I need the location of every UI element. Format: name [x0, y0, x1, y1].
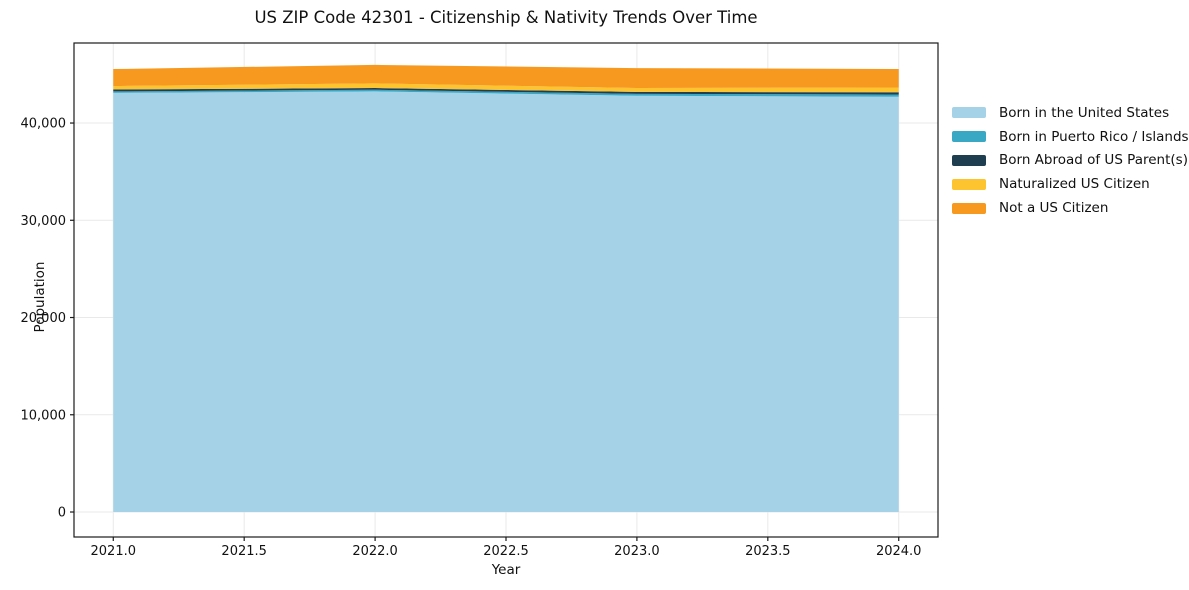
legend-label: Born in the United States: [999, 104, 1170, 121]
legend-item: Born in Puerto Rico / Islands: [952, 125, 1189, 149]
legend-swatch: [952, 154, 986, 166]
legend-item: Born in the United States: [952, 101, 1189, 125]
area-born-in-the-united-states: [113, 91, 899, 513]
y-tick-label: 0: [58, 506, 66, 521]
legend-label: Not a US Citizen: [999, 200, 1109, 217]
legend-swatch: [952, 131, 986, 143]
legend-item: Born Abroad of US Parent(s): [952, 149, 1189, 173]
x-tick-label: 2022.0: [352, 544, 398, 559]
stacked-areas: [113, 64, 899, 513]
legend-label: Born in Puerto Rico / Islands: [999, 128, 1189, 145]
y-axis-label: Population: [32, 261, 48, 333]
legend: Born in the United States Born in Puerto …: [952, 101, 1189, 220]
area-born-abroad-of-us-parent-s: [113, 88, 899, 95]
legend-swatch: [952, 107, 986, 119]
legend-swatch: [952, 202, 986, 214]
area-naturalized-us-citizen: [113, 83, 899, 93]
chart-title: US ZIP Code 42301 - Citizenship & Nativi…: [254, 8, 758, 27]
y-tick-label: 30,000: [21, 214, 67, 229]
legend-label: Born Abroad of US Parent(s): [999, 152, 1188, 169]
legend-item: Not a US Citizen: [952, 196, 1189, 220]
x-tick-label: 2022.5: [483, 544, 529, 559]
x-axis-label: Year: [491, 562, 521, 578]
axis-ticks: 0 10,000 20,000 30,000 40,000 2021.0 2021.5 202…: [21, 117, 922, 559]
y-tick-label: 10,000: [21, 408, 67, 423]
legend-label: Naturalized US Citizen: [999, 176, 1150, 193]
x-tick-label: 2023.5: [745, 544, 791, 559]
x-tick-label: 2021.5: [221, 544, 267, 559]
area-not-a-us-citizen: [113, 64, 899, 89]
legend-swatch: [952, 178, 986, 190]
x-tick-label: 2024.0: [876, 544, 922, 559]
legend-item: Naturalized US Citizen: [952, 172, 1189, 196]
area-born-in-puerto-rico-islands: [113, 89, 899, 97]
x-tick-label: 2023.0: [614, 544, 660, 559]
y-tick-label: 40,000: [21, 117, 67, 132]
y-tick-label: 20,000: [21, 311, 67, 326]
x-tick-label: 2021.0: [91, 544, 137, 559]
